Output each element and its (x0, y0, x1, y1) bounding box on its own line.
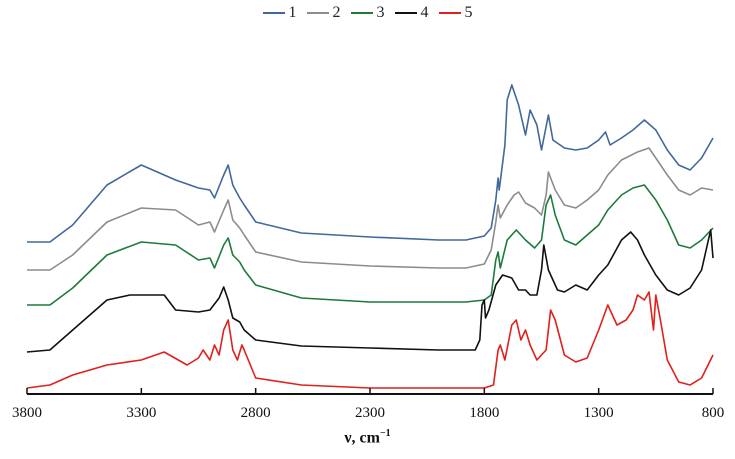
x-tick-label: 1800 (469, 405, 500, 421)
legend-item-1: 1 (262, 4, 297, 22)
x-axis-label-text: ν, cm (344, 429, 380, 447)
x-tick-label: 3300 (126, 405, 157, 421)
legend-item-3: 3 (350, 4, 385, 22)
spectra-series (26, 84, 714, 389)
legend-label-1: 1 (288, 4, 297, 21)
series-5-line (26, 291, 714, 389)
legend-swatch-4 (394, 12, 417, 14)
legend-label-4: 4 (420, 4, 429, 21)
legend-item-2: 2 (306, 4, 341, 22)
x-tick-label: 1300 (583, 405, 614, 421)
x-tick-label: 800 (701, 405, 725, 421)
series-2-line (27, 147, 714, 271)
x-axis-ticks (26, 388, 714, 394)
legend-label-2: 2 (332, 4, 341, 21)
legend-item-5: 5 (438, 4, 473, 22)
series-1-line (27, 84, 714, 243)
legend-label-5: 5 (464, 4, 473, 21)
legend-swatch-2 (306, 12, 329, 14)
legend-swatch-1 (262, 12, 285, 14)
legend-label-3: 3 (376, 4, 385, 21)
legend-item-4: 4 (394, 4, 429, 22)
legend: 1 2 3 4 5 (0, 4, 735, 22)
x-tick-label: 2800 (240, 405, 271, 421)
legend-swatch-3 (350, 12, 373, 14)
x-axis-label: ν, cm−1 (0, 428, 735, 447)
x-tick-label: 3800 (12, 405, 42, 421)
legend-swatch-5 (438, 12, 461, 14)
series-3-line (27, 184, 714, 306)
x-tick-label: 2300 (355, 405, 385, 421)
series-4-line (26, 229, 714, 353)
x-axis-label-exponent: −1 (379, 428, 391, 439)
